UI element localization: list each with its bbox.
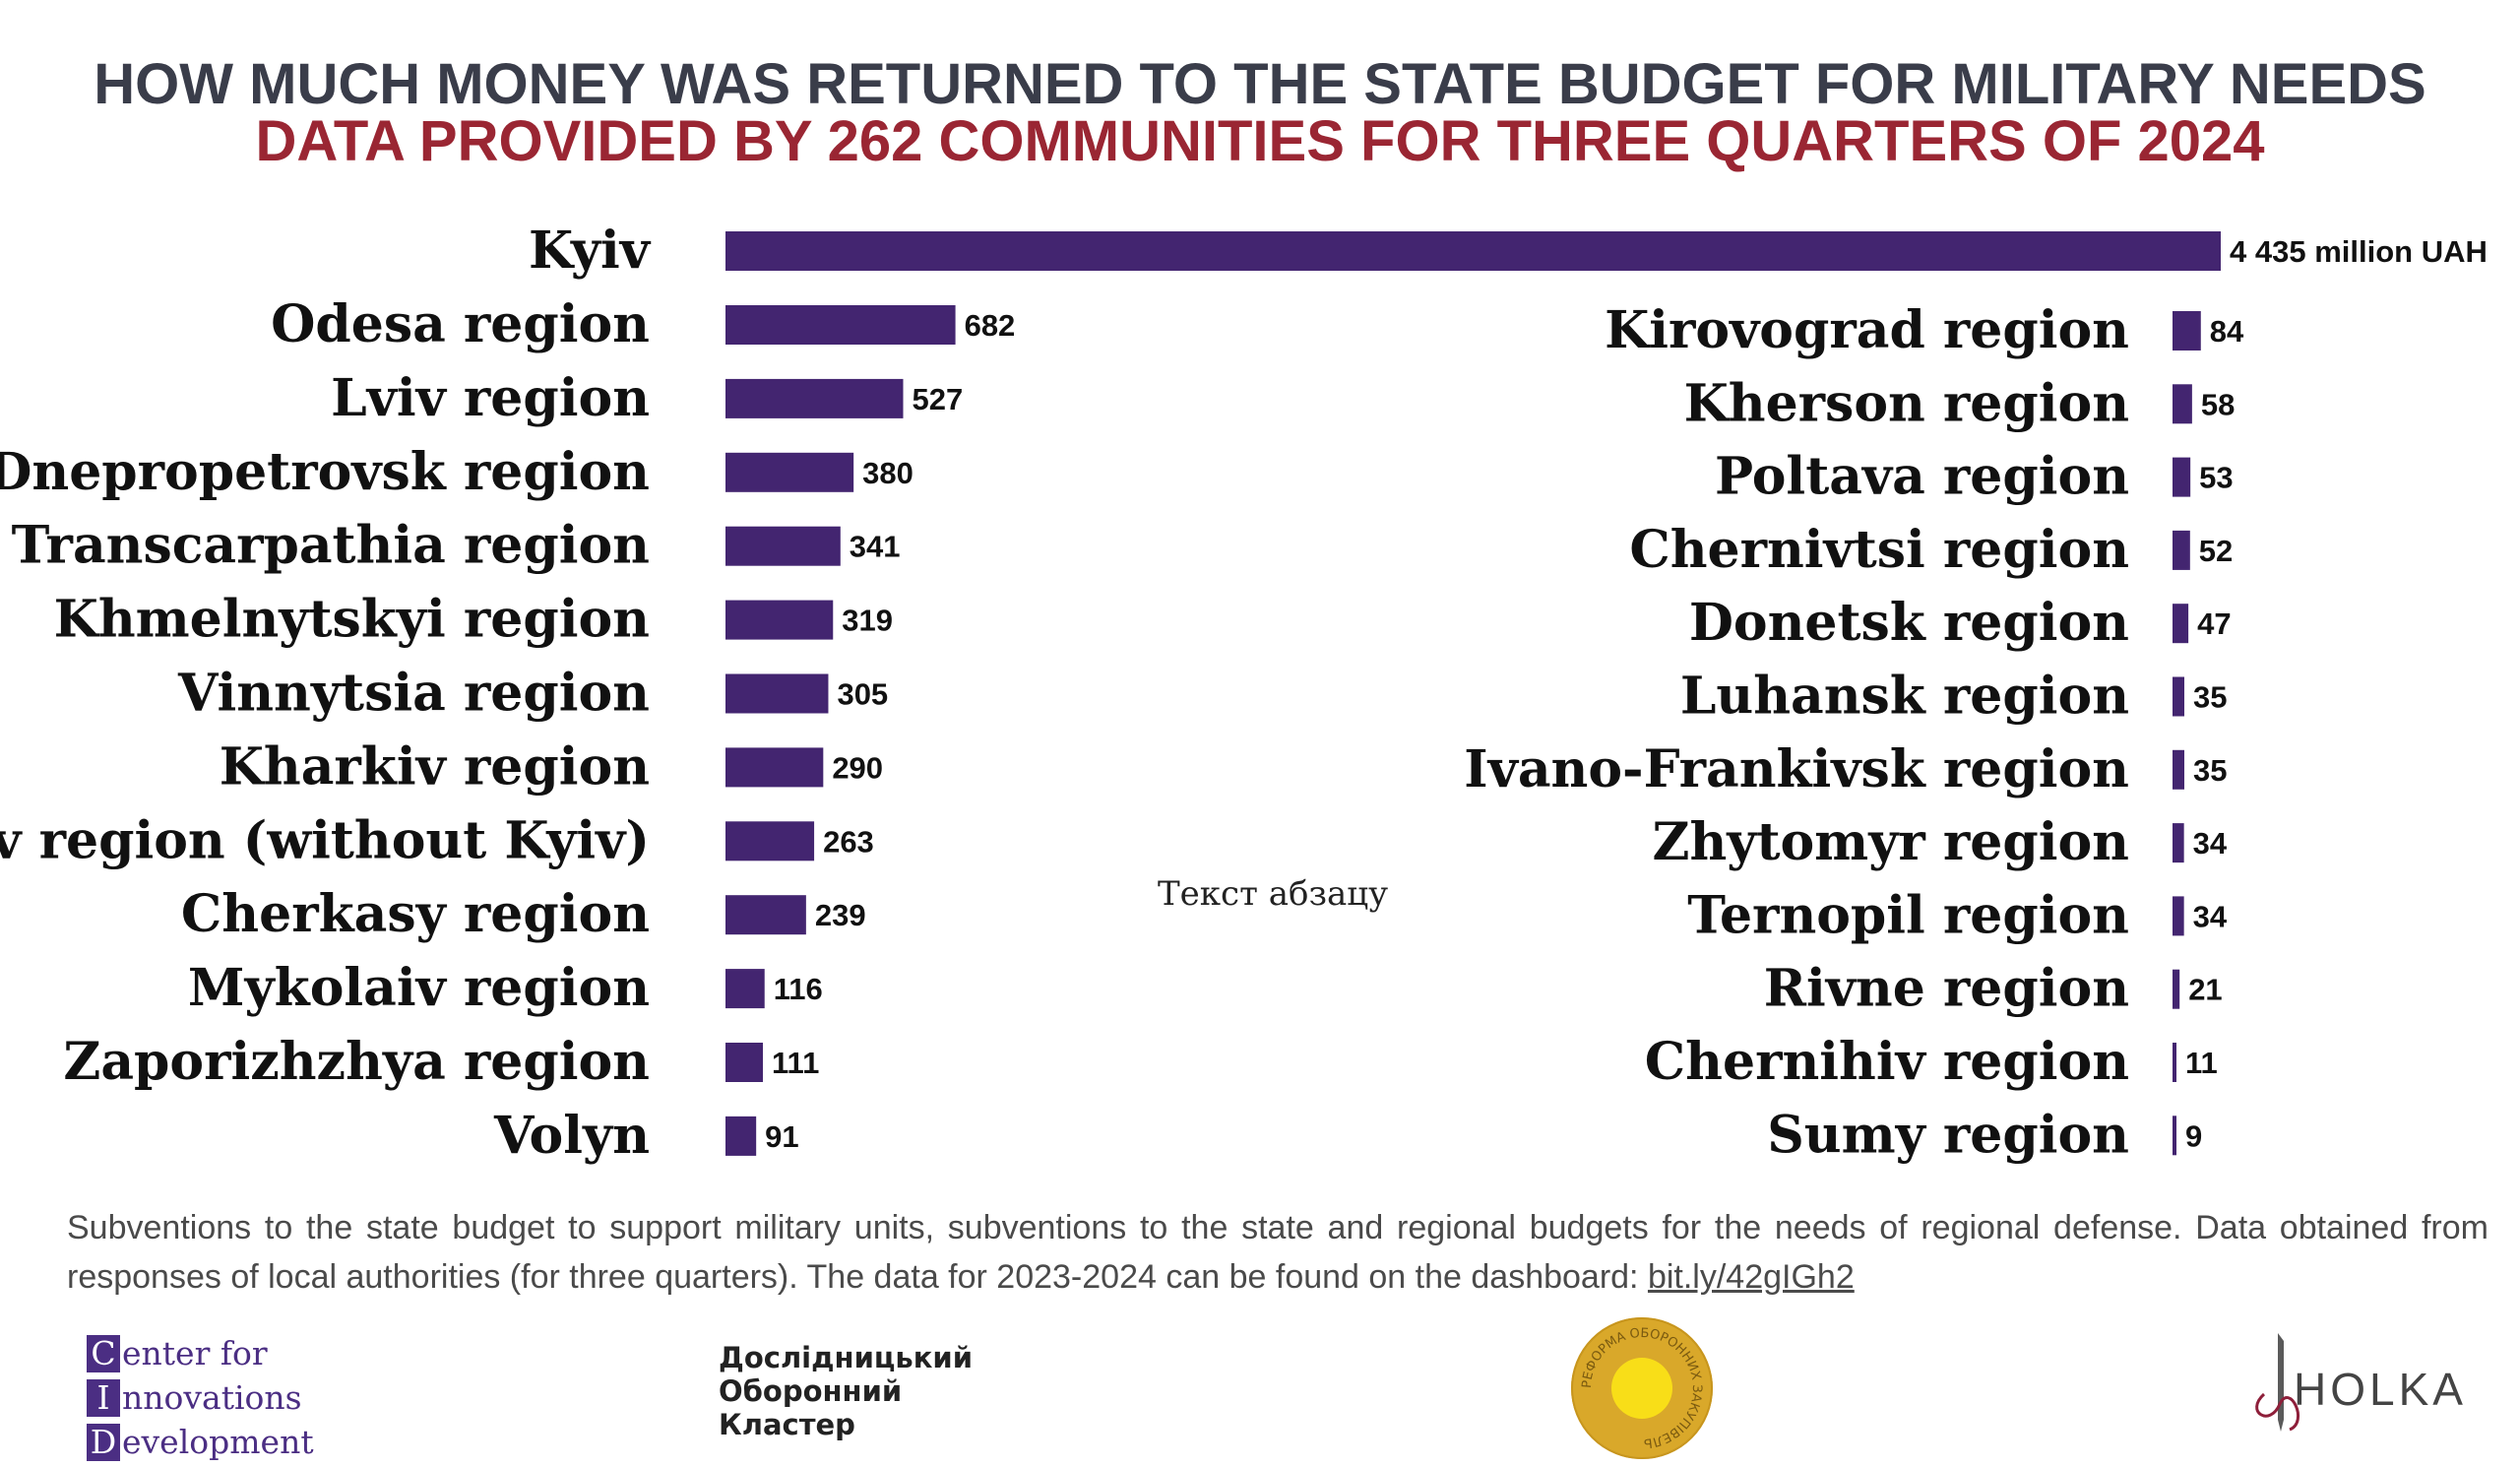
- bar: [2173, 1116, 2176, 1156]
- category-label: Chernivtsi region: [1629, 520, 2129, 580]
- bar: [725, 673, 829, 714]
- data-label: 35: [2193, 753, 2227, 788]
- category-label: Kharkiv region: [220, 736, 650, 797]
- bar: [725, 231, 2221, 271]
- cid-letter: C: [87, 1334, 120, 1372]
- data-label: 116: [774, 972, 823, 1006]
- category-label: Kherson region: [1684, 373, 2129, 433]
- data-label: 527: [912, 382, 963, 416]
- cid-word: enter for: [122, 1334, 268, 1372]
- footnote-text: Subventions to the state budget to suppo…: [67, 1209, 2488, 1296]
- bar: [725, 600, 834, 640]
- category-label: Ivano-Frankivsk region: [1464, 739, 2129, 799]
- category-label: Chernihiv region: [1645, 1032, 2129, 1092]
- data-label: 11: [2185, 1046, 2218, 1080]
- data-label: 380: [862, 456, 914, 490]
- footnote: Subventions to the state budget to suppo…: [67, 1203, 2488, 1302]
- holka-logo: HOLKA: [2255, 1333, 2467, 1432]
- cid-word: nnovations: [122, 1378, 302, 1417]
- thread-icon: [2255, 1392, 2300, 1432]
- data-label: 319: [842, 604, 893, 638]
- data-label: 34: [2193, 899, 2228, 933]
- data-label: 290: [832, 750, 883, 785]
- dashboard-link[interactable]: bit.ly/42gIGh2: [1647, 1258, 1855, 1296]
- bar-chart: Kyiv 4 435 million UAH Odesa region 682 Lviv…: [0, 221, 2488, 1166]
- bar: [725, 452, 854, 492]
- bar: [2173, 384, 2192, 424]
- cid-letter: I: [87, 1378, 120, 1417]
- bar: [725, 1043, 764, 1082]
- category-label: Zaporizhzhya region: [63, 1032, 650, 1092]
- data-label: 9: [2185, 1118, 2202, 1153]
- bar: [725, 969, 765, 1009]
- category-label: Odesa region: [271, 294, 650, 354]
- data-label: 52: [2199, 534, 2233, 568]
- category-label: Zhytomyr region: [1652, 812, 2129, 872]
- category-label: Volyn: [493, 1106, 650, 1166]
- category-label: Kirovograd region: [1605, 300, 2129, 360]
- bar: [725, 821, 815, 861]
- logo-line: Дослідницький: [719, 1341, 974, 1374]
- data-label: 34: [2193, 826, 2228, 861]
- procurement-reform-seal-logo: РЕФОРМА ОБОРОННИХ ЗАКУПІВЕЛЬ: [1571, 1317, 1713, 1459]
- cid-word: evelopment: [122, 1423, 314, 1461]
- bar: [725, 378, 904, 418]
- data-label: 4 435 million UAH: [2230, 234, 2488, 269]
- data-label: 305: [837, 677, 888, 712]
- data-label: 91: [765, 1119, 798, 1154]
- data-label: 58: [2201, 387, 2235, 421]
- category-label: Poltava region: [1715, 447, 2129, 507]
- paragraph-placeholder-text: Текст абзацу: [1158, 874, 1389, 914]
- bar: [2173, 530, 2190, 570]
- holka-wordmark: HOLKA: [2294, 1364, 2467, 1415]
- category-label: Luhansk region: [1680, 667, 2129, 727]
- category-label: Cherkasy region: [181, 884, 650, 944]
- category-label: Kyiv region (without Kyiv): [0, 810, 650, 870]
- defense-research-cluster-logo: Дослідницький Оборонний Кластер: [719, 1341, 973, 1441]
- data-label: 47: [2197, 606, 2231, 641]
- needle-icon: [2278, 1333, 2284, 1432]
- data-label: 21: [2188, 973, 2222, 1007]
- bar: [2173, 1043, 2176, 1082]
- category-label: Rivne region: [1764, 959, 2129, 1019]
- category-label: Donetsk region: [1689, 593, 2129, 653]
- data-label: 53: [2199, 461, 2233, 495]
- bar: [2173, 457, 2191, 497]
- data-label: 84: [2210, 314, 2244, 349]
- category-label: Sumy region: [1767, 1105, 2129, 1165]
- data-label: 111: [772, 1046, 819, 1080]
- chart-title: HOW MUCH MONEY WAS RETURNED TO THE STATE…: [94, 52, 2426, 116]
- bar: [2173, 749, 2184, 790]
- bar: [725, 747, 824, 788]
- category-label: Vinnytsia region: [177, 664, 650, 724]
- cid-letter: D: [87, 1423, 120, 1461]
- data-label: 682: [965, 308, 1016, 343]
- category-label: Ternopil region: [1687, 885, 2129, 945]
- bar: [2173, 969, 2180, 1009]
- category-label: Mykolaiv region: [188, 958, 650, 1018]
- category-label: Kyiv: [529, 221, 652, 281]
- bar: [2173, 896, 2184, 936]
- category-label: Transcarpathia region: [12, 516, 650, 576]
- category-label: Dnepropetrovsk region: [0, 442, 650, 502]
- bar: [2173, 823, 2184, 863]
- bar: [725, 305, 956, 345]
- bar: [2173, 311, 2201, 351]
- category-label: Khmelnytskyi region: [54, 590, 650, 650]
- data-label: 263: [823, 824, 874, 859]
- data-label: 239: [815, 898, 866, 932]
- chart-subtitle: DATA PROVIDED BY 262 COMMUNITIES FOR THR…: [255, 109, 2265, 173]
- bar: [725, 1116, 757, 1156]
- data-label: 341: [850, 530, 901, 564]
- data-label: 35: [2193, 680, 2227, 715]
- logo-line: Кластер: [719, 1408, 855, 1441]
- bar: [725, 526, 841, 566]
- bar: [2173, 604, 2189, 644]
- logo-line: Оборонний: [719, 1374, 903, 1408]
- bar: [725, 895, 806, 935]
- category-label: Lviv region: [331, 368, 650, 428]
- bar: [2173, 676, 2184, 717]
